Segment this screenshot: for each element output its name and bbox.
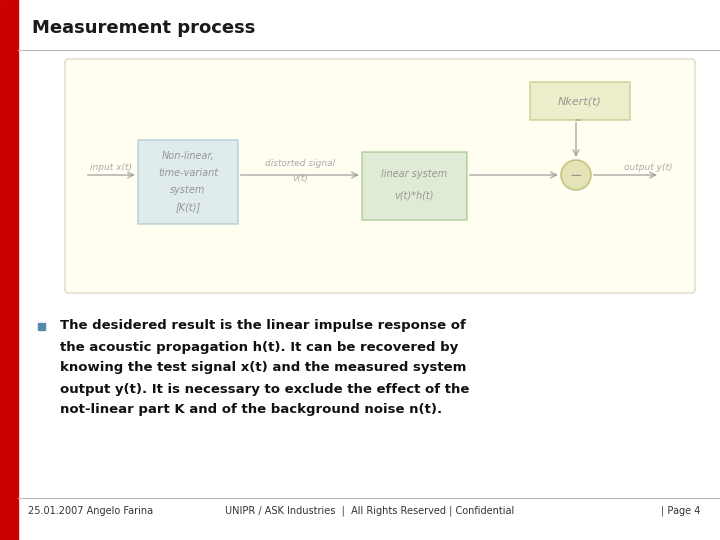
Text: distorted signal: distorted signal — [265, 159, 335, 168]
Circle shape — [561, 160, 591, 190]
Text: system: system — [171, 185, 206, 195]
Bar — [0, 0, 18, 540]
Text: Non-linear,: Non-linear, — [161, 151, 215, 161]
Text: UNIPR / ASK Industries  |  All Rights Reserved | Confidential: UNIPR / ASK Industries | All Rights Rese… — [225, 506, 515, 516]
Text: | Page 4: | Page 4 — [661, 506, 700, 516]
Text: the acoustic propagation h(t). It can be recovered by: the acoustic propagation h(t). It can be… — [60, 341, 458, 354]
Text: Nkert(t): Nkert(t) — [558, 96, 602, 106]
Text: −: − — [570, 168, 582, 184]
Text: input x(t): input x(t) — [91, 164, 132, 172]
Text: time-variant: time-variant — [158, 168, 218, 178]
Text: output y(t). It is necessary to exclude the effect of the: output y(t). It is necessary to exclude … — [60, 382, 469, 395]
Text: not-linear part K and of the background noise n(t).: not-linear part K and of the background … — [60, 403, 442, 416]
FancyBboxPatch shape — [65, 59, 695, 293]
Text: v(t): v(t) — [292, 173, 308, 183]
Text: 25.01.2007 Angelo Farina: 25.01.2007 Angelo Farina — [28, 506, 153, 516]
Text: The desidered result is the linear impulse response of: The desidered result is the linear impul… — [60, 320, 466, 333]
Bar — [362, 152, 467, 220]
Text: v(t)*h(t): v(t)*h(t) — [395, 191, 434, 201]
Text: output y(t): output y(t) — [624, 164, 672, 172]
Text: [K(t)]: [K(t)] — [176, 202, 201, 212]
Text: Measurement process: Measurement process — [32, 19, 256, 37]
Bar — [530, 82, 630, 120]
Bar — [38, 322, 45, 329]
Text: knowing the test signal x(t) and the measured system: knowing the test signal x(t) and the mea… — [60, 361, 467, 375]
Bar — [138, 140, 238, 224]
Text: linear system: linear system — [382, 169, 448, 179]
